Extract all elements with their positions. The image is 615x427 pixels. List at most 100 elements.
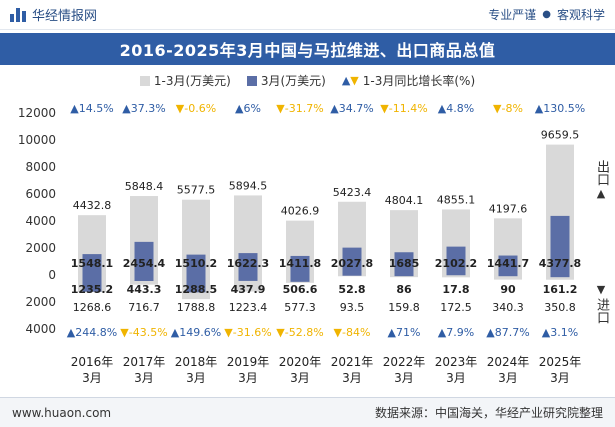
top-bar: 华经情报网 专业严谨 ● 客观科学 bbox=[0, 0, 615, 30]
x-tick-label-month: 3月 bbox=[550, 371, 570, 385]
data-label-export-month: 1411.8 bbox=[279, 257, 321, 270]
import-side-label: ▼ 进口 bbox=[593, 282, 609, 324]
data-label-export-ytd: 4026.9 bbox=[281, 205, 320, 218]
x-tick-label-month: 3月 bbox=[394, 371, 414, 385]
brand[interactable]: 华经情报网 bbox=[10, 5, 97, 24]
data-label-export-ytd: 5894.5 bbox=[229, 179, 268, 192]
brand-logo-icon bbox=[10, 7, 26, 22]
export-growth-label: ▼-0.6% bbox=[176, 102, 216, 115]
data-label-export-ytd: 9659.5 bbox=[541, 129, 580, 142]
data-label-import-ytd: 577.3 bbox=[284, 301, 316, 314]
bar-import-month bbox=[394, 275, 414, 277]
tagline-1: 专业严谨 bbox=[488, 8, 537, 22]
bar-import-month bbox=[498, 275, 518, 277]
bar-export-month bbox=[342, 247, 362, 275]
footer: www.huaon.com 数据来源：中国海关，华经产业研究院整理 bbox=[0, 397, 615, 427]
chart-legend: 1-3月(万美元) 3月(万美元) ▲▼ 1-3月同比增长率(%) bbox=[0, 72, 615, 89]
data-label-export-month: 2027.8 bbox=[331, 257, 373, 270]
chart-title: 2016-2025年3月中国与马拉维进、出口商品总值 bbox=[0, 33, 615, 65]
export-growth-label: ▼-31.7% bbox=[276, 102, 323, 115]
legend-item-ytd[interactable]: 1-3月(万美元) bbox=[139, 72, 231, 89]
data-label-import-ytd: 340.3 bbox=[492, 301, 524, 314]
import-label-text: 进口 bbox=[594, 298, 609, 324]
bar-import-ytd bbox=[442, 275, 470, 278]
data-label-export-ytd: 4432.8 bbox=[73, 199, 112, 212]
bar-export-month bbox=[394, 252, 414, 275]
legend-item-month[interactable]: 3月(万美元) bbox=[246, 72, 326, 89]
bar-import-month bbox=[550, 275, 570, 278]
data-label-import-month: 1235.2 bbox=[71, 283, 113, 296]
export-growth-label: ▲37.3% bbox=[122, 102, 165, 115]
bar-import-ytd bbox=[494, 275, 522, 280]
export-growth-label: ▲4.8% bbox=[438, 102, 474, 115]
bar-export-month bbox=[290, 255, 310, 275]
legend-label-ytd: 1-3月(万美元) bbox=[153, 74, 231, 88]
legend-label-growth: 1-3月同比增长率(%) bbox=[362, 74, 476, 88]
import-growth-label: ▼-52.8% bbox=[276, 326, 323, 339]
footer-source: 数据来源：中国海关，华经产业研究院整理 bbox=[374, 406, 603, 420]
data-label-export-ytd: 5848.4 bbox=[125, 180, 164, 193]
data-label-import-month: 90 bbox=[500, 283, 516, 296]
data-label-export-month: 2102.2 bbox=[435, 257, 477, 270]
bar-import-month bbox=[134, 275, 154, 281]
bar-export-month bbox=[446, 246, 466, 275]
data-label-import-month: 1288.5 bbox=[175, 283, 217, 296]
y-tick-label: 2000 bbox=[25, 241, 56, 255]
y-tick-label: 2000 bbox=[25, 295, 56, 309]
y-tick-label: 0 bbox=[48, 268, 56, 282]
legend-swatch-month bbox=[246, 75, 257, 86]
footer-website[interactable]: www.huaon.com bbox=[12, 405, 112, 420]
data-label-import-ytd: 93.5 bbox=[340, 301, 365, 314]
x-tick-label-year: 2022年 bbox=[383, 355, 426, 369]
data-label-import-ytd: 172.5 bbox=[440, 301, 472, 314]
x-tick-label-month: 3月 bbox=[290, 371, 310, 385]
bar-import-month bbox=[342, 275, 362, 276]
x-tick-label-year: 2019年 bbox=[227, 355, 270, 369]
data-label-import-month: 506.6 bbox=[283, 283, 318, 296]
export-label-text: 出口 bbox=[594, 160, 609, 186]
data-label-export-month: 2454.4 bbox=[123, 257, 166, 270]
import-growth-label: ▲3.1% bbox=[542, 326, 578, 339]
data-label-import-ytd: 1223.4 bbox=[229, 301, 268, 314]
import-growth-label: ▲149.6% bbox=[171, 326, 221, 339]
legend-item-growth[interactable]: ▲▼ 1-3月同比增长率(%) bbox=[342, 72, 475, 89]
data-label-export-month: 1510.2 bbox=[175, 257, 217, 270]
x-tick-label-year: 2020年 bbox=[279, 355, 322, 369]
export-growth-label: ▼-11.4% bbox=[380, 102, 427, 115]
x-tick-label-year: 2016年 bbox=[71, 355, 114, 369]
import-growth-label: ▼-31.6% bbox=[224, 326, 271, 339]
data-label-import-ytd: 1268.6 bbox=[73, 301, 112, 314]
bar-export-month bbox=[134, 241, 154, 275]
export-growth-label: ▼-8% bbox=[493, 102, 523, 115]
export-growth-label: ▲34.7% bbox=[330, 102, 373, 115]
y-tick-label: 10000 bbox=[18, 133, 56, 147]
export-growth-label: ▲6% bbox=[235, 102, 261, 115]
y-tick-label: 4000 bbox=[25, 214, 56, 228]
import-growth-label: ▲7.9% bbox=[438, 326, 474, 339]
data-label-import-month: 443.3 bbox=[127, 283, 162, 296]
data-label-import-ytd: 159.8 bbox=[388, 301, 420, 314]
legend-triangle-icon: ▲▼ bbox=[341, 74, 359, 87]
brand-name: 华经情报网 bbox=[32, 9, 98, 24]
y-tick-label: 12000 bbox=[18, 106, 56, 120]
export-growth-label: ▲130.5% bbox=[535, 102, 585, 115]
export-growth-label: ▲14.5% bbox=[70, 102, 113, 115]
data-label-import-ytd: 1788.8 bbox=[177, 301, 216, 314]
legend-swatch-ytd bbox=[139, 75, 150, 86]
y-tick-label: 8000 bbox=[25, 160, 56, 174]
data-label-export-month: 1685 bbox=[389, 257, 420, 270]
data-label-export-ytd: 4804.1 bbox=[385, 194, 424, 207]
x-tick-label-year: 2018年 bbox=[175, 355, 218, 369]
x-tick-label-year: 2025年 bbox=[539, 355, 582, 369]
x-tick-label-year: 2017年 bbox=[123, 355, 166, 369]
import-arrow-icon: ▼ bbox=[596, 283, 606, 296]
data-label-export-month: 4377.8 bbox=[539, 257, 581, 270]
data-label-import-ytd: 716.7 bbox=[128, 301, 160, 314]
import-growth-label: ▼-43.5% bbox=[120, 326, 167, 339]
data-label-export-ytd: 5423.4 bbox=[333, 186, 372, 199]
x-tick-label-year: 2023年 bbox=[435, 355, 478, 369]
legend-label-month: 3月(万美元) bbox=[260, 74, 326, 88]
export-arrow-icon: ▲ bbox=[596, 187, 606, 200]
bar-export-month bbox=[186, 254, 206, 275]
data-label-import-month: 161.2 bbox=[543, 283, 578, 296]
